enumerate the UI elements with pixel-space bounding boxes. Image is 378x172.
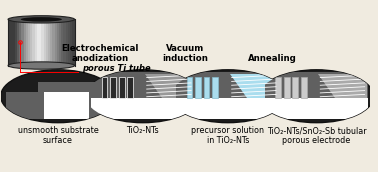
Polygon shape: [43, 92, 90, 119]
Polygon shape: [91, 72, 194, 99]
Polygon shape: [50, 19, 53, 66]
Polygon shape: [195, 77, 201, 98]
Polygon shape: [70, 19, 72, 66]
Polygon shape: [43, 19, 46, 66]
Text: Annealing: Annealing: [248, 54, 296, 63]
Ellipse shape: [8, 16, 74, 23]
Polygon shape: [26, 19, 28, 66]
Polygon shape: [110, 77, 116, 98]
Ellipse shape: [21, 17, 62, 22]
Polygon shape: [22, 19, 23, 66]
Polygon shape: [68, 19, 70, 66]
Text: porous Ti tube: porous Ti tube: [82, 64, 150, 73]
Polygon shape: [10, 19, 12, 66]
Polygon shape: [53, 19, 54, 66]
Polygon shape: [54, 19, 57, 66]
Polygon shape: [17, 19, 19, 66]
Polygon shape: [119, 77, 124, 98]
Polygon shape: [176, 98, 279, 119]
Polygon shape: [301, 77, 307, 98]
Polygon shape: [66, 19, 68, 66]
Polygon shape: [6, 82, 110, 119]
Polygon shape: [265, 98, 368, 119]
Circle shape: [170, 70, 285, 123]
Polygon shape: [102, 77, 107, 98]
Polygon shape: [23, 19, 26, 66]
Polygon shape: [33, 19, 35, 66]
Text: unsmooth substrate
surface: unsmooth substrate surface: [17, 126, 98, 146]
Polygon shape: [59, 19, 61, 66]
Polygon shape: [176, 72, 279, 99]
Polygon shape: [72, 19, 74, 66]
Polygon shape: [37, 19, 39, 66]
Text: TiO₂-NTs: TiO₂-NTs: [127, 126, 159, 135]
Circle shape: [1, 70, 115, 123]
Ellipse shape: [8, 62, 74, 69]
Polygon shape: [41, 19, 43, 66]
Polygon shape: [46, 19, 48, 66]
Polygon shape: [8, 19, 10, 66]
Polygon shape: [39, 19, 41, 66]
Polygon shape: [229, 74, 278, 98]
Circle shape: [259, 70, 374, 123]
Text: Vacuum
induction: Vacuum induction: [163, 44, 208, 63]
Polygon shape: [30, 19, 33, 66]
Polygon shape: [127, 77, 133, 98]
Polygon shape: [204, 77, 209, 98]
Polygon shape: [275, 77, 281, 98]
Polygon shape: [284, 77, 290, 98]
Polygon shape: [57, 19, 59, 66]
Polygon shape: [212, 77, 218, 98]
Polygon shape: [187, 77, 192, 98]
Polygon shape: [12, 19, 15, 66]
Text: precursor solution
in TiO₂-NTs: precursor solution in TiO₂-NTs: [191, 126, 264, 146]
Polygon shape: [19, 19, 22, 66]
Polygon shape: [144, 74, 193, 98]
Polygon shape: [64, 19, 66, 66]
Circle shape: [86, 70, 200, 123]
Polygon shape: [91, 98, 194, 119]
Polygon shape: [35, 19, 37, 66]
Polygon shape: [15, 19, 17, 66]
Text: TiO₂-NTs/SnO₂-Sb tubular
porous electrode: TiO₂-NTs/SnO₂-Sb tubular porous electrod…: [266, 126, 366, 146]
Polygon shape: [48, 19, 50, 66]
Polygon shape: [61, 19, 64, 66]
Polygon shape: [293, 77, 298, 98]
Polygon shape: [265, 72, 368, 99]
Text: Electrochemical
anodization: Electrochemical anodization: [62, 44, 139, 63]
Polygon shape: [28, 19, 30, 66]
Polygon shape: [318, 74, 367, 98]
